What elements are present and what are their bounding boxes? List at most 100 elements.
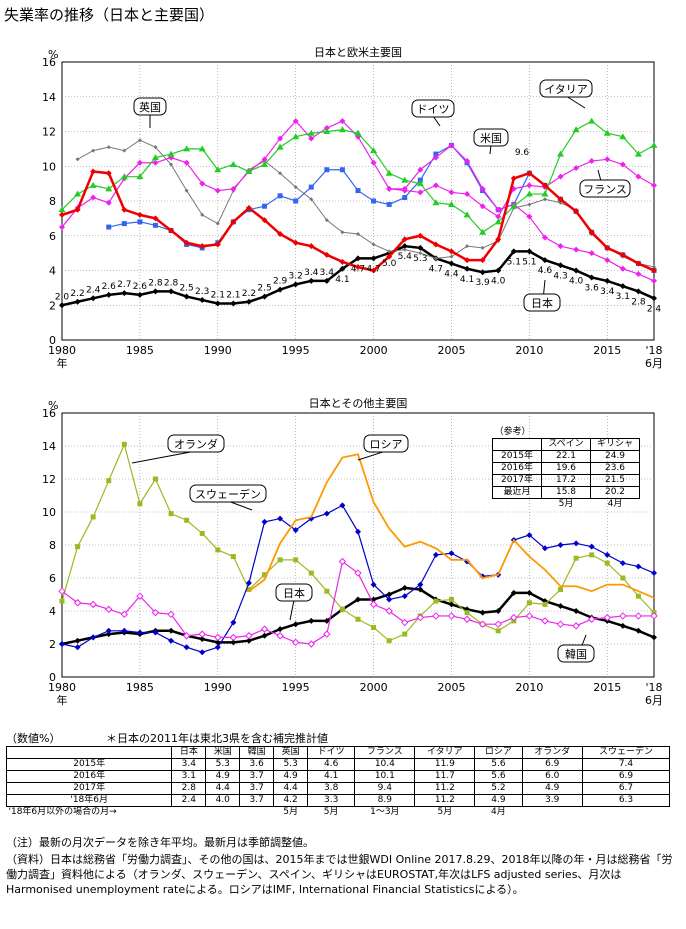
table-cell: 3.7 <box>239 782 275 795</box>
table-cell: 6.3 <box>581 794 671 807</box>
table-cell: 3.6 <box>239 758 275 771</box>
japan-value-label: 2.6 <box>133 282 148 292</box>
point-us <box>106 224 112 230</box>
table-cell: 3.1 <box>171 770 207 783</box>
point-netherlands <box>75 544 81 550</box>
point-italy <box>588 117 596 124</box>
point-korea <box>151 608 160 617</box>
point-japan_red <box>168 227 175 234</box>
point-sweden <box>261 518 268 525</box>
point-us <box>324 167 330 173</box>
point-korea <box>182 632 191 640</box>
point-sweden <box>74 644 81 651</box>
point-japan_red <box>573 208 580 215</box>
point-italy <box>370 147 378 154</box>
point-japan_red <box>604 244 611 251</box>
point-germany <box>214 187 221 194</box>
x-sub-label: 6月 <box>645 694 663 707</box>
x-tick-label: 2000 <box>360 681 388 694</box>
table-row: '18年6月 2.4 4.0 3.7 4.2 3.3 8.9 11.2 4.9 3.9 6.3 <box>5 794 671 807</box>
point-germany <box>448 142 455 149</box>
point-japan_red <box>199 243 206 250</box>
point-uk <box>449 254 454 259</box>
ref-header <box>492 438 542 451</box>
point-italy <box>510 202 518 209</box>
point-japan <box>214 300 221 307</box>
point-japan_red <box>136 211 143 218</box>
point-us <box>293 198 299 204</box>
point-germany <box>59 224 65 231</box>
point-france <box>417 189 424 196</box>
point-netherlands <box>589 552 595 558</box>
point-korea <box>603 613 611 622</box>
point-sweden <box>277 515 284 522</box>
point-italy <box>214 166 222 173</box>
table-cell: 6.0 <box>521 770 583 783</box>
table-cell: 2015年 <box>5 758 173 771</box>
point-uk <box>465 244 470 249</box>
point-japan <box>277 626 284 633</box>
series-line-japan <box>61 586 655 646</box>
ref-footer: 5月 <box>558 499 574 509</box>
table-cell: 5.6 <box>474 770 523 783</box>
y-tick-label: 14 <box>42 440 56 453</box>
table-cell: 4.9 <box>521 782 583 795</box>
japan-value-label: 2.3 <box>195 287 209 297</box>
point-japan_red <box>74 206 81 213</box>
point-japan <box>370 596 377 603</box>
callout-box <box>579 179 631 198</box>
x-tick-label: 2010 <box>515 681 543 694</box>
point-korea <box>136 592 144 600</box>
point-italy <box>89 181 97 188</box>
table-cell: 4.2 <box>273 794 309 807</box>
point-italy <box>229 161 237 168</box>
point-uk <box>184 188 189 193</box>
point-france <box>557 173 564 180</box>
ref-cell: 24.9 <box>590 450 640 463</box>
point-france <box>604 156 611 163</box>
point-france <box>495 213 502 220</box>
point-germany <box>277 135 284 142</box>
table-footer-cell: '18年6月以外の場合の月→ <box>8 807 117 817</box>
point-uk <box>542 197 547 202</box>
note-2: （資料）日本は総務省「労働力調査」、その他の国は、2015年までは世銀WDI O… <box>6 853 673 896</box>
point-japan <box>308 277 315 284</box>
x-sub-label: 年 <box>57 693 68 707</box>
point-netherlands <box>230 554 236 560</box>
point-italy <box>432 199 440 206</box>
point-italy <box>463 211 471 218</box>
point-japan <box>619 622 626 629</box>
point-japan <box>479 269 486 276</box>
table-cell: 3.7 <box>239 794 275 807</box>
point-sweden <box>573 540 580 547</box>
point-uk <box>106 145 111 150</box>
point-us <box>355 188 361 194</box>
point-korea <box>245 632 253 640</box>
table-cell: 4.9 <box>273 770 309 783</box>
table-cell: 6.7 <box>581 782 671 795</box>
y-tick-label: 8 <box>49 195 56 208</box>
point-japan_red <box>261 217 268 224</box>
table-header: 韓国 <box>239 746 275 759</box>
japan-value-label: 4.0 <box>491 277 506 287</box>
japan-value-label: 2.0 <box>55 292 70 302</box>
point-korea <box>73 599 82 607</box>
table-footer-cell <box>206 807 240 819</box>
point-uk <box>215 221 220 226</box>
point-sweden <box>121 627 128 634</box>
point-japan <box>323 617 330 624</box>
point-japan_red <box>323 251 330 258</box>
point-korea <box>572 622 580 630</box>
point-japan <box>526 248 533 255</box>
point-japan <box>292 621 299 628</box>
point-sweden <box>417 581 424 588</box>
point-italy <box>572 126 580 133</box>
ref-cell: 15.8 <box>541 486 591 499</box>
point-netherlands <box>308 570 314 576</box>
point-us <box>371 198 377 204</box>
table-cell: 11.9 <box>414 758 476 771</box>
point-japan_red <box>557 196 564 203</box>
point-germany <box>417 166 424 173</box>
japan-value-label: 4.0 <box>569 277 584 287</box>
point-japan_red <box>495 236 502 243</box>
